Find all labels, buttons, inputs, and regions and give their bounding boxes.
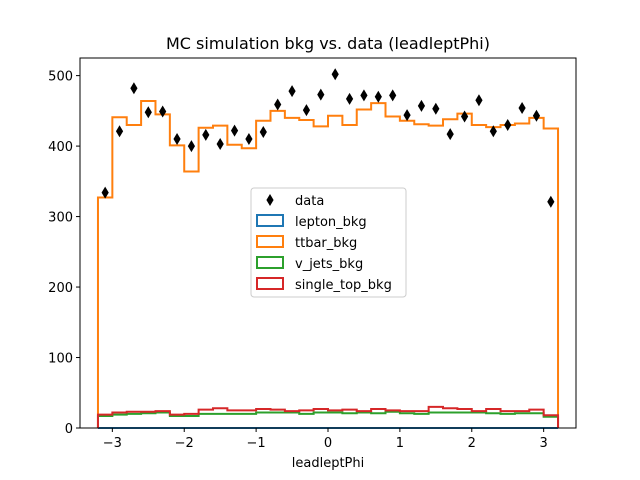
data-point bbox=[216, 137, 224, 150]
single-top-bkg-histogram bbox=[96, 405, 560, 428]
x-tick-label: 1 bbox=[396, 436, 404, 451]
data-point bbox=[547, 195, 555, 208]
data-point bbox=[159, 105, 167, 118]
legend-data-marker bbox=[266, 194, 274, 206]
ttbar-bkg-histogram bbox=[96, 99, 560, 428]
v-jets-bkg-histogram bbox=[96, 410, 560, 428]
legend-ttbar-bkg-swatch bbox=[256, 235, 284, 248]
x-axis: −3 −2 −1 0 1 2 3 bbox=[103, 428, 548, 451]
legend-ttbar-bkg-label: ttbar_bkg bbox=[295, 236, 357, 251]
data-point bbox=[360, 89, 368, 102]
y-axis: 0 100 200 300 400 500 bbox=[48, 70, 80, 437]
data-point bbox=[475, 94, 483, 107]
legend-lepton-bkg-label: lepton_bkg bbox=[295, 215, 367, 230]
data-point bbox=[489, 125, 497, 138]
chart-title: MC simulation bkg vs. data (leadleptPhi) bbox=[166, 34, 490, 53]
data-point bbox=[374, 90, 382, 103]
data-point bbox=[259, 126, 267, 138]
data-point bbox=[417, 99, 426, 112]
data-point bbox=[187, 140, 196, 153]
data-point bbox=[504, 118, 512, 131]
legend-single-top-bkg-swatch bbox=[256, 277, 284, 290]
x-tick-label: 3 bbox=[540, 436, 548, 451]
data-point bbox=[288, 85, 296, 98]
data-point bbox=[532, 109, 541, 122]
legend-v-jets-bkg-swatch bbox=[256, 256, 284, 269]
data-point bbox=[101, 186, 109, 199]
x-tick-label: 0 bbox=[324, 436, 332, 451]
y-tick-label: 400 bbox=[48, 140, 73, 155]
data-point bbox=[403, 109, 411, 122]
data-point bbox=[331, 68, 339, 81]
y-tick-label: 200 bbox=[48, 281, 73, 296]
data-point bbox=[230, 124, 239, 137]
legend-data-label: data bbox=[295, 194, 324, 209]
legend-lepton-bkg-swatch bbox=[256, 214, 284, 227]
legend: data lepton_bkg ttbar_bkg v_jets_bkg single_… bbox=[250, 187, 407, 298]
x-tick-label: −3 bbox=[103, 436, 122, 451]
data-point bbox=[274, 98, 282, 111]
legend-v-jets-bkg-label: v_jets_bkg bbox=[295, 257, 363, 272]
x-tick-label: −2 bbox=[175, 436, 194, 451]
data-point bbox=[446, 128, 454, 141]
data-point bbox=[202, 128, 210, 141]
data-point bbox=[245, 133, 253, 146]
y-tick-label: 0 bbox=[65, 422, 73, 437]
data-point bbox=[432, 102, 440, 115]
y-tick-label: 500 bbox=[48, 70, 73, 85]
legend-single-top-bkg-label: single_top_bkg bbox=[295, 278, 392, 293]
x-tick-label: 2 bbox=[468, 436, 476, 451]
y-tick-label: 300 bbox=[48, 211, 73, 226]
data-point bbox=[302, 104, 311, 117]
data-point bbox=[144, 106, 152, 119]
data-point bbox=[130, 82, 138, 95]
x-axis-label: leadleptPhi bbox=[292, 456, 364, 471]
x-tick-label: −1 bbox=[247, 436, 266, 451]
data-point bbox=[317, 88, 325, 101]
y-tick-label: 100 bbox=[48, 352, 73, 367]
data-point bbox=[460, 110, 469, 123]
data-point bbox=[115, 125, 124, 138]
data-point bbox=[518, 102, 526, 115]
data-point bbox=[389, 89, 397, 102]
data-point bbox=[345, 92, 354, 105]
plot-area bbox=[96, 68, 560, 429]
legend-box bbox=[250, 187, 407, 298]
data-point bbox=[173, 133, 181, 146]
